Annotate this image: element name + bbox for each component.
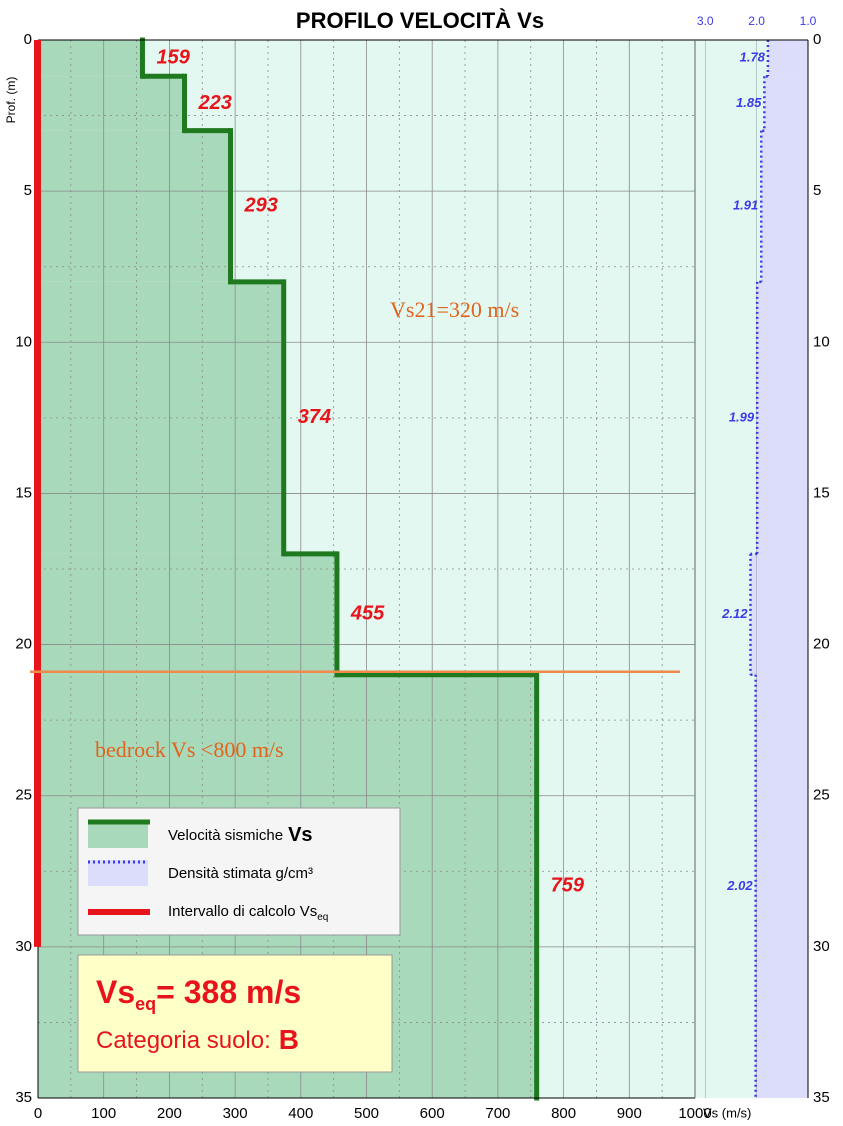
vs-layer-fill — [38, 76, 185, 131]
vs-label: 759 — [551, 875, 585, 897]
result-text: B — [279, 1024, 299, 1055]
density-label: 1.78 — [740, 50, 766, 65]
x-tick-label: 500 — [354, 1105, 379, 1122]
vs-layer-fill — [38, 130, 231, 282]
vs-label: 223 — [198, 92, 232, 114]
y-tick-label: 15 — [813, 484, 830, 501]
result-text: Vs — [96, 974, 135, 1010]
result-text: Categoria suolo: — [96, 1027, 271, 1054]
density-label: 2.02 — [726, 878, 753, 893]
y-tick-label: 25 — [813, 787, 830, 804]
y-tick-label: 10 — [15, 333, 32, 350]
legend-label: Velocità sismiche Vs — [168, 824, 313, 846]
y-tick-label: 15 — [15, 484, 32, 501]
y-tick-label: 0 — [24, 31, 32, 48]
result-text: eq — [135, 994, 156, 1014]
x-axis-label: Vs (m/s) — [703, 1105, 751, 1120]
vs-label: 455 — [350, 603, 385, 625]
y-tick-label: 30 — [15, 938, 32, 955]
density-label: 2.12 — [721, 606, 748, 621]
vs-label: 374 — [298, 406, 331, 428]
density-layer-fill — [767, 40, 808, 77]
result-value: Vseq= 388 m/s — [96, 974, 301, 1013]
y-tick-label: 0 — [813, 31, 821, 48]
density-layer-fill — [755, 674, 808, 1098]
legend-text: Intervallo di calcolo Vs — [168, 903, 317, 920]
vs-label: 159 — [156, 46, 190, 68]
vs-layer-fill — [38, 553, 337, 675]
annotation: bedrock Vs <800 m/s — [95, 737, 284, 762]
density-layer-fill — [761, 130, 808, 282]
result-category: Categoria suolo: B — [96, 1024, 299, 1055]
density-layer-fill — [757, 281, 808, 554]
y-tick-label: 25 — [15, 787, 32, 804]
chart-title: PROFILO VELOCITÀ Vs — [296, 8, 544, 33]
density-label: 1.99 — [729, 409, 755, 424]
y-tick-label: 10 — [813, 333, 830, 350]
x-tick-label: 100 — [91, 1105, 116, 1122]
density-label: 1.85 — [736, 95, 762, 110]
legend-text: Densità stimata g/cm³ — [168, 865, 313, 882]
legend-text: Velocità sismiche — [168, 827, 283, 844]
legend-label: Densità stimata g/cm³ — [168, 865, 313, 882]
overlay: Velocità sismiche Vs Densità stimata g/cm… — [77, 807, 401, 1073]
y-tick-label: 35 — [15, 1089, 32, 1106]
y-tick-label: 20 — [813, 636, 830, 653]
x-tick-label: 800 — [551, 1105, 576, 1122]
legend-swatch — [88, 820, 148, 848]
vs-layer-fill — [38, 40, 143, 77]
x-tick-label: 1000 — [678, 1105, 711, 1122]
x-tick-label: 0 — [34, 1105, 42, 1122]
legend-label: Intervallo di calcolo Vseq — [168, 903, 328, 923]
legend-text: eq — [317, 912, 328, 923]
result-box — [77, 954, 393, 1073]
y-tick-label: 5 — [813, 182, 821, 199]
calc-interval — [34, 40, 41, 947]
x-tick-label: 400 — [288, 1105, 313, 1122]
y-tick-label: 20 — [15, 636, 32, 653]
x-tick-label: 300 — [223, 1105, 248, 1122]
x-tick-label: 700 — [485, 1105, 510, 1122]
y-tick-label: 5 — [24, 182, 32, 199]
density-tick-label: 3.0 — [697, 14, 714, 28]
x-tick-label: 900 — [617, 1105, 642, 1122]
vs-label: 293 — [244, 195, 278, 217]
annotation: Vs21=320 m/s — [390, 297, 519, 322]
density-tick-label: 2.0 — [748, 14, 765, 28]
y-axis-label: Prof. (m) — [4, 77, 18, 124]
y-tick-label: 35 — [813, 1089, 830, 1106]
x-tick-label: 200 — [157, 1105, 182, 1122]
y-tick-label: 30 — [813, 938, 830, 955]
legend-swatch — [88, 860, 148, 886]
density-layer-fill — [764, 76, 808, 131]
density-layer-fill — [750, 553, 808, 675]
density-tick-label: 1.0 — [800, 14, 817, 28]
legend-text: Vs — [288, 824, 312, 846]
density-label: 1.91 — [733, 198, 758, 213]
x-tick-label: 600 — [420, 1105, 445, 1122]
result-text: = 388 m/s — [156, 974, 301, 1010]
